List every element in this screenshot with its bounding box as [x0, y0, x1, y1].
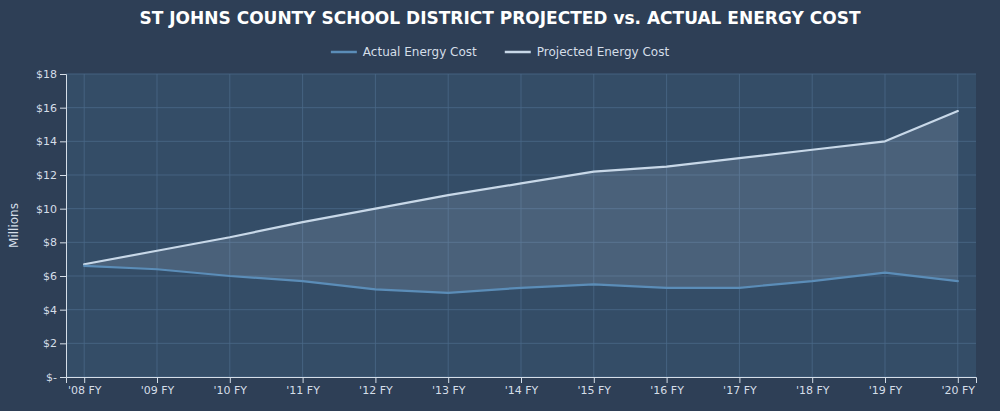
x-tick-label: '15 FY [578, 384, 612, 397]
y-tick-label: $6 [43, 270, 57, 283]
y-tick-label: $8 [43, 236, 57, 249]
legend-swatch [505, 51, 531, 54]
x-tick-mark [303, 377, 304, 383]
x-tick-mark [84, 377, 85, 383]
title: ST JOHNS COUNTY SCHOOL DISTRICT PROJECTE… [140, 8, 861, 28]
y-tick-mark [60, 141, 66, 142]
x-tick-mark [448, 377, 449, 383]
series-line [84, 266, 958, 293]
x-tick-mark [157, 377, 158, 383]
x-tick-mark [230, 377, 231, 383]
legend-label: Projected Energy Cost [537, 45, 670, 59]
x-tick: '11 FY [286, 377, 320, 397]
x-tick-mark [739, 377, 740, 383]
x-tick: '20 FY [942, 377, 976, 397]
x-tick: '15 FY [578, 377, 612, 397]
x-tick: '09 FY [141, 377, 175, 397]
y-tick-mark [60, 108, 66, 109]
y-tick-label: $14 [36, 135, 57, 148]
y-axis-line [60, 75, 67, 378]
grid-line-x [84, 74, 85, 377]
y-axis-title: Millions [7, 203, 21, 248]
y-tick-label: $12 [36, 169, 57, 182]
x-tick: '19 FY [869, 377, 903, 397]
y-tick: $12 [36, 169, 66, 182]
x-tick: '14 FY [505, 377, 539, 397]
x-tick-mark [594, 377, 595, 383]
legend-item: Actual Energy Cost [331, 45, 477, 59]
x-tick-mark [958, 377, 959, 383]
x-tick-mark [885, 377, 886, 383]
grid [66, 74, 976, 377]
x-tick-label: '12 FY [359, 384, 393, 397]
y-tick: $4 [43, 304, 66, 317]
x-tick: '18 FY [796, 377, 830, 397]
x-tick: '16 FY [650, 377, 684, 397]
background [0, 0, 1000, 411]
x-tick-mark [667, 377, 668, 383]
x-tick: '08 FY [68, 377, 102, 397]
x-tick-label: '08 FY [68, 384, 102, 397]
x-tick-label: '16 FY [650, 384, 684, 397]
x-tick: '12 FY [359, 377, 393, 397]
x-tick: '17 FY [723, 377, 757, 397]
x-axis: '08 FY '09 FY '10 FY '11 FY '12 FY '13 FY '14 … [67, 377, 977, 397]
x-tick-mark [521, 377, 522, 383]
x-tick-label: '13 FY [432, 384, 466, 397]
grid-line-x [229, 74, 230, 377]
plot-area: $- $2 $4 $6 $8 $10 $12 $14 $16 $18 '08 FY '09 FY '10… [36, 68, 977, 397]
x-tick-label: '19 FY [869, 384, 903, 397]
y-tick: $18 [36, 68, 66, 81]
gap-area [84, 111, 958, 293]
y-tick-mark [60, 377, 66, 378]
x-tick-mark [812, 377, 813, 383]
y-tick-label: $4 [43, 304, 57, 317]
y-tick: $10 [36, 203, 66, 216]
legend-item: Projected Energy Cost [505, 45, 670, 59]
x-tick-label: '09 FY [141, 384, 175, 397]
x-axis-line [67, 378, 977, 384]
grid-line-x [157, 74, 158, 377]
x-tick: '10 FY [214, 377, 248, 397]
y-tick: $2 [43, 337, 66, 350]
y-tick-label: $18 [36, 68, 57, 81]
x-tick-label: '14 FY [505, 384, 539, 397]
x-tick-label: '17 FY [723, 384, 757, 397]
x-tick-label: '10 FY [214, 384, 248, 397]
y-tick: $6 [43, 270, 66, 283]
x-tick-mark [375, 377, 376, 383]
y-tick-mark [60, 74, 66, 75]
series-line [84, 111, 958, 264]
y-tick-label: $- [46, 371, 57, 384]
y-tick: $- [46, 371, 66, 384]
plot-background [66, 74, 976, 377]
y-tick-label: $16 [36, 102, 57, 115]
y-tick-mark [60, 276, 66, 277]
y-tick-mark [60, 310, 66, 311]
marks [84, 111, 958, 293]
y-tick-mark [60, 343, 66, 344]
x-tick: '13 FY [432, 377, 466, 397]
legend-label: Actual Energy Cost [363, 45, 477, 59]
y-tick: $8 [43, 236, 66, 249]
x-tick-label: '20 FY [942, 384, 976, 397]
y-tick: $16 [36, 102, 66, 115]
x-tick-label: '11 FY [286, 384, 320, 397]
y-tick-mark [60, 209, 66, 210]
y-tick-mark [60, 242, 66, 243]
y-tick-label: $2 [43, 337, 57, 350]
y-tick: $14 [36, 135, 66, 148]
x-tick-label: '18 FY [796, 384, 830, 397]
y-tick-mark [60, 175, 66, 176]
y-tick-label: $10 [36, 203, 57, 216]
chart: ST JOHNS COUNTY SCHOOL DISTRICT PROJECTE… [0, 0, 1000, 411]
legend: Actual Energy Cost Projected Energy Cost [331, 45, 670, 59]
legend-swatch [331, 51, 357, 54]
y-axis: $- $2 $4 $6 $8 $10 $12 $14 $16 $18 [36, 68, 67, 384]
